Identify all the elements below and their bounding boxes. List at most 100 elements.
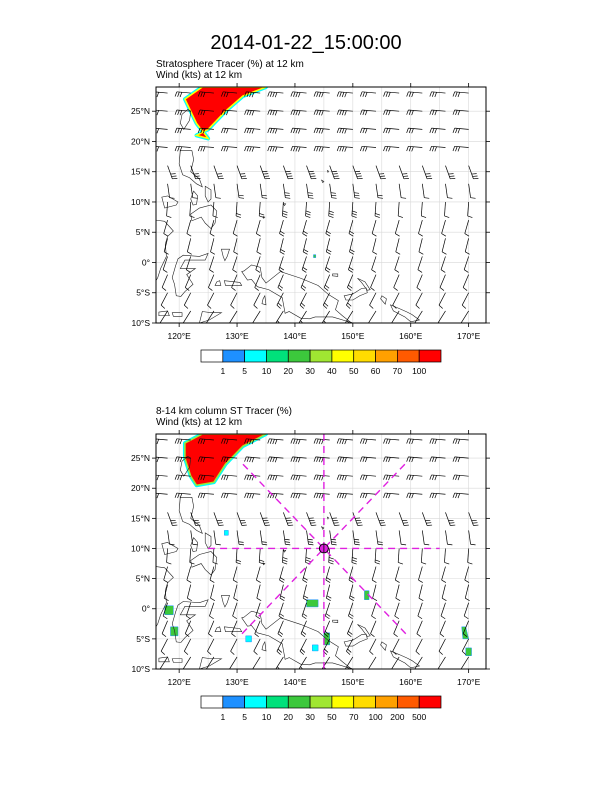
panel2-ytick-label: 5°S <box>136 634 150 644</box>
panel2-wind-barb <box>277 620 284 638</box>
panel2-wind-barb <box>156 456 168 463</box>
panel2-wind-barb <box>460 656 469 669</box>
panel1-wind-barb <box>252 310 261 323</box>
panel1-wind-barb <box>398 183 407 199</box>
panel2-ytick-label: 25°N <box>131 453 150 463</box>
panel2-coastline <box>156 566 174 628</box>
panel2-wind-barb <box>256 566 261 583</box>
panel2-wind-barb <box>302 584 309 601</box>
panel1-wind-barb <box>429 91 446 98</box>
panel1-wind-barb <box>463 256 469 273</box>
panel1-wind-barb <box>197 127 214 134</box>
panel1-wind-barb <box>467 201 473 218</box>
panel2-wind-barb <box>206 656 215 669</box>
panel2-wind-barb <box>372 584 378 601</box>
panel1-wind-barb <box>277 274 284 291</box>
panel2-wind-barb <box>370 620 377 638</box>
panel2-wind-barb <box>418 584 424 601</box>
panel2-colorbar-box <box>287 695 311 709</box>
panel2-wind-barb <box>306 530 314 546</box>
panel2-wind-barb <box>174 456 191 463</box>
panel1-coastline <box>178 150 203 188</box>
panel2-wind-barb <box>421 512 433 526</box>
panel2-wind-barb <box>282 548 288 565</box>
panel1-wind-barb <box>212 201 218 218</box>
panel1-wind-barb <box>395 238 401 255</box>
panel1-wind-barb <box>441 238 447 255</box>
panel2-colorbar-label: 10 <box>262 712 272 722</box>
panel1-wind-barb <box>418 238 424 255</box>
panel2-wind-barb <box>415 638 423 655</box>
panel1-wind-barb <box>397 201 404 218</box>
panel2-wind-barb <box>229 656 238 669</box>
panel1-wind-barb <box>210 238 216 255</box>
panel1-wind-barb <box>302 238 309 255</box>
panel1-wind-barb <box>336 145 353 152</box>
panel1-xtick-label: 140°E <box>283 331 307 341</box>
panel2-wind-barb <box>360 474 377 481</box>
panel1-colorbar-label: 20 <box>284 366 294 376</box>
panel2-wind-barb <box>406 492 423 499</box>
panel2-coastline <box>380 641 387 651</box>
panel2-wind-barb <box>161 620 168 638</box>
panel1-wind-barb <box>174 145 191 152</box>
panel2-wind-barb <box>394 566 400 583</box>
panel1-wind-barb <box>360 91 377 98</box>
panel2-wind-barb <box>368 656 377 669</box>
panel1-wind-barb <box>464 238 470 255</box>
panel1-wind-barb <box>244 127 261 134</box>
panel2-wind-barb <box>290 492 307 499</box>
panel1-wind-barb <box>393 274 400 291</box>
panel1-wind-barb <box>374 201 381 218</box>
panel1-wind-barb <box>167 165 178 180</box>
panel2-xtick-label: 130°E <box>225 677 249 687</box>
panel2-wind-barb <box>244 492 261 499</box>
panel1-ytick-label: 25°N <box>131 106 150 116</box>
panel1-coastline <box>199 311 223 323</box>
panel1-wind-barb <box>275 310 284 323</box>
panel1-wind-barb <box>163 238 169 255</box>
panel2-wind-barb <box>313 438 330 445</box>
panel1-wind-barb <box>313 127 330 134</box>
panel1-wind-barb <box>460 310 469 323</box>
panel1-wind-barb <box>233 238 239 255</box>
panel1-wind-barb <box>221 91 238 98</box>
panel2-wind-barb <box>244 456 261 463</box>
panel2-wind-barb <box>375 530 383 546</box>
panel1-wind-barb <box>391 310 400 323</box>
panel1-wind-barb <box>438 292 446 309</box>
panel1-coastline <box>282 203 287 207</box>
panel1-wind-barb <box>429 127 446 134</box>
panel1-coastline <box>171 312 183 317</box>
panel1-coastline <box>332 273 339 277</box>
panel2-wind-barb <box>209 602 215 620</box>
panel1-wind-barb <box>324 256 331 273</box>
panel2-xtick-label: 160°E <box>399 677 423 687</box>
panel1-wind-barb <box>235 201 242 218</box>
panel1-wind-barb <box>306 183 314 199</box>
panel2-wind-barb <box>406 474 423 481</box>
panel1-wind-barb <box>283 165 294 180</box>
panel1-map <box>156 87 486 323</box>
panel2-wind-barb <box>383 492 400 499</box>
panel1-wind-barb <box>336 109 353 116</box>
panel1-wind-barb <box>290 109 307 116</box>
panel2-wind-barb <box>352 530 360 546</box>
panel1-xtick-label: 160°E <box>399 331 423 341</box>
panel2-tracer-region <box>465 647 472 656</box>
panel2-wind-barb <box>429 438 446 445</box>
panel1-coastline <box>204 185 212 203</box>
panel2-coastline <box>171 658 183 663</box>
panel1-colorbar-label: 10 <box>262 366 272 376</box>
panel1-wind-barb <box>197 109 214 116</box>
panel2-wind-barb <box>397 548 404 565</box>
panel1-wind-barb <box>174 127 191 134</box>
panel1-wind-barb <box>156 146 168 152</box>
panel2-wind-barb <box>207 638 215 655</box>
panel2-wind-barb <box>232 566 238 583</box>
panel1-ytick-label: 15°N <box>131 167 150 177</box>
panel1-wind-barb <box>183 310 192 323</box>
panel1-wind-barb <box>156 127 168 134</box>
panel1-colorbar-box <box>309 349 333 363</box>
panel1-coastline <box>241 264 353 323</box>
